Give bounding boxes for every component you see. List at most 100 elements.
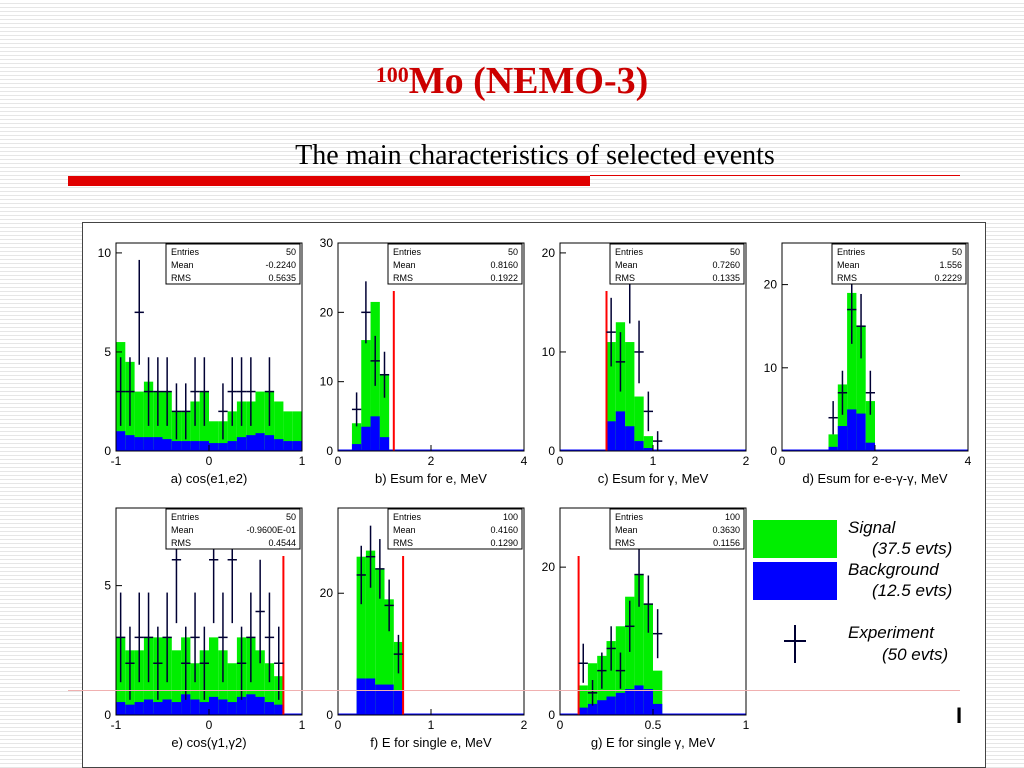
- stats-box: [387, 508, 523, 550]
- background-bar: [856, 413, 866, 451]
- legend-background-count: (12.5 evts): [872, 581, 952, 600]
- signal-bar: [209, 421, 219, 451]
- signal-bar: [578, 685, 588, 715]
- stats-key: Mean: [171, 260, 194, 270]
- title-superscript: 100: [375, 62, 409, 87]
- background-bar: [143, 437, 154, 451]
- background-bar: [283, 441, 293, 451]
- signal-bar: [283, 411, 293, 451]
- background-bar: [361, 426, 371, 451]
- legend-background-label: Background: [848, 560, 939, 579]
- legend-signal-label: Signal: [848, 518, 896, 537]
- stats-box: [609, 243, 745, 285]
- stats-value: 100: [503, 512, 518, 522]
- background-bar: [625, 426, 635, 451]
- background-bar: [236, 437, 247, 451]
- signal-bar: [246, 401, 256, 451]
- histogram-caption: d) Esum for e-e-γ-γ, MeV: [802, 471, 948, 486]
- stats-key: Entries: [171, 512, 200, 522]
- signal-bar: [379, 374, 390, 451]
- background-bar: [246, 694, 256, 715]
- histogram-g: 0 0.5 1 0 20 g) E for single γ, MeV Entries 100…: [542, 507, 750, 750]
- background-bar: [209, 443, 219, 451]
- y-tick-label: 20: [320, 586, 334, 600]
- x-tick-label: 0: [206, 718, 213, 732]
- background-bar: [227, 702, 237, 715]
- stats-value: 0.4160: [490, 525, 518, 535]
- background-bar: [264, 435, 275, 451]
- background-bar: [255, 696, 265, 715]
- stats-value: 0.4544: [268, 538, 296, 548]
- y-tick-label: 0: [326, 708, 333, 722]
- signal-bar: [255, 650, 265, 715]
- signal-bar: [625, 596, 635, 715]
- red-thin-line: [590, 175, 960, 176]
- stats-value: 0.1335: [712, 273, 740, 283]
- histogram-caption: b) Esum for e, MeV: [375, 471, 487, 486]
- background-bar: [181, 694, 191, 715]
- x-tick-label: 0.5: [645, 718, 662, 732]
- stats-key: RMS: [615, 538, 635, 548]
- signal-bar: [227, 411, 237, 451]
- signal-bar: [856, 326, 866, 451]
- background-bar: [865, 442, 875, 451]
- y-tick-label: 20: [320, 305, 334, 319]
- signal-bar: [634, 396, 644, 451]
- signal-bar: [134, 391, 144, 451]
- background-bar: [181, 441, 191, 451]
- background-bar: [143, 699, 154, 715]
- stats-value: 1.556: [939, 260, 962, 270]
- signal-bar: [190, 663, 200, 715]
- signal-bar: [847, 292, 857, 451]
- stats-key: Mean: [615, 260, 638, 270]
- x-tick-label: 1: [650, 454, 657, 468]
- signal-bar: [828, 434, 838, 451]
- stats-key: RMS: [393, 538, 413, 548]
- histogram-caption: g) E for single γ, MeV: [591, 735, 716, 750]
- background-bar: [236, 696, 247, 715]
- background-bar: [587, 703, 598, 715]
- signal-bar: [643, 436, 653, 451]
- signal-bar: [351, 423, 362, 451]
- signal-bar: [365, 550, 376, 715]
- y-tick-label: 0: [104, 444, 111, 458]
- page-marker: I: [956, 703, 962, 728]
- stats-value: 100: [725, 512, 740, 522]
- y-tick-label: 10: [764, 361, 778, 375]
- legend-signal-swatch: [753, 520, 837, 558]
- background-bar: [625, 689, 635, 715]
- background-bar: [199, 441, 209, 451]
- background-bar: [384, 684, 394, 715]
- stats-key: Mean: [393, 260, 416, 270]
- background-bar: [606, 421, 616, 451]
- signal-bar: [384, 599, 394, 715]
- background-bar: [837, 426, 848, 451]
- background-bar: [153, 437, 163, 451]
- stats-value: 0.1156: [713, 538, 740, 548]
- background-bar: [370, 416, 380, 451]
- stats-value: 0.1922: [490, 273, 518, 283]
- histogram-caption: c) Esum for γ, MeV: [598, 471, 709, 486]
- signal-bar: [361, 340, 371, 451]
- x-tick-label: 0: [557, 454, 564, 468]
- background-bar: [615, 411, 626, 451]
- histogram-caption: e) cos(γ1,γ2): [171, 735, 246, 750]
- y-tick-label: 30: [320, 236, 334, 250]
- legend-experiment-count: (50 evts): [882, 645, 948, 664]
- background-bar: [615, 692, 626, 715]
- stats-value: -0.9600E-01: [246, 525, 296, 535]
- signal-bar: [236, 401, 247, 451]
- x-tick-label: -1: [111, 454, 122, 468]
- slide-title: 100Mo (NEMO-3): [0, 62, 1024, 100]
- stats-key: Entries: [837, 247, 866, 257]
- signal-bar: [190, 401, 200, 451]
- stats-box: [831, 243, 967, 285]
- background-bar: [116, 702, 126, 715]
- background-bar: [292, 441, 302, 451]
- background-bar: [125, 435, 135, 451]
- background-bar: [134, 437, 144, 451]
- stats-value: 0.2229: [934, 273, 962, 283]
- stats-key: Mean: [393, 525, 416, 535]
- y-tick-label: 10: [98, 246, 112, 260]
- y-tick-label: 0: [770, 444, 777, 458]
